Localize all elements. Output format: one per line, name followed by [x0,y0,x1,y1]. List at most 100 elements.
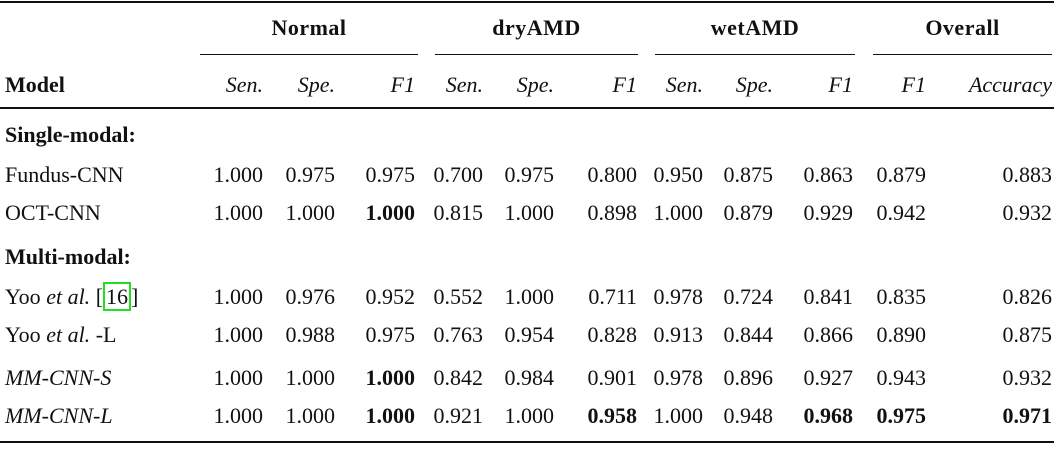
model-header: Model [5,72,65,97]
column-header: F1 [612,72,637,97]
table-cell: 0.901 [587,365,638,390]
table-cell: 1.000 [504,403,555,428]
table-cell: 0.883 [1002,162,1053,187]
table-cell: 1.000 [504,200,555,225]
table-cell: 0.800 [587,162,638,187]
et-al: et al. [40,284,91,309]
table-cell: 1.000 [365,403,416,428]
column-header: Sen. [665,72,703,97]
table-cell: 0.932 [1002,365,1053,390]
table-cell: 0.841 [803,284,854,309]
column-header: Spe. [516,72,554,97]
table-cell: 0.968 [803,403,854,428]
table-cell: 0.866 [803,322,854,347]
group-underline [435,54,638,55]
table-cell: 0.815 [433,200,484,225]
table-cell: 1.000 [213,365,264,390]
table-cell: 1.000 [213,322,264,347]
table-cell: 1.000 [213,403,264,428]
table-cell: 0.927 [803,365,854,390]
table-cell: 0.826 [1002,284,1053,309]
column-header: Sen. [225,72,263,97]
table-cell: 0.913 [653,322,704,347]
group-underline [200,54,418,55]
table-cell: 0.976 [285,284,336,309]
citation-link[interactable]: 16 [103,282,132,311]
model-name: Yoo et al. [16] [5,282,139,311]
table-cell: 0.828 [587,322,638,347]
table-cell: 0.711 [588,284,637,309]
table-cell: 0.942 [876,200,927,225]
model-name: MM-CNN-L [5,404,113,428]
model-name: Yoo et al. -L [5,322,117,347]
table-cell: 0.975 [504,162,555,187]
table-cell: 1.000 [213,200,264,225]
table-cell: 0.954 [504,322,555,347]
model-label: Fundus-CNN [5,162,124,187]
table-cell: 0.952 [365,284,416,309]
group-header-wetamd: wetAMD [710,15,800,40]
table-cell: 0.958 [587,403,638,428]
table-cell: 0.975 [285,162,336,187]
table-cell: 0.984 [504,365,555,390]
table-cell: 1.000 [213,162,264,187]
section-title: Multi-modal: [5,244,131,269]
table-cell: 1.000 [213,284,264,309]
table-cell: 0.875 [723,162,774,187]
table-cell: 0.863 [803,162,854,187]
column-header: Accuracy [968,72,1052,97]
table-cell: 0.896 [723,365,774,390]
et-al: et al. [40,322,91,347]
table-cell: 1.000 [285,365,336,390]
model-name: Fundus-CNN [5,163,124,187]
model-label: MM-CNN-S [5,365,112,390]
table-cell: 0.898 [587,200,638,225]
table-cell: 0.929 [803,200,854,225]
table-cell: 0.932 [1002,200,1053,225]
table-cell: 1.000 [285,403,336,428]
table-cell: 0.950 [653,162,704,187]
model-name: MM-CNN-S [5,366,111,390]
table-cell: 1.000 [504,284,555,309]
table-cell: 0.975 [365,162,416,187]
group-underline [655,54,855,55]
table-cell: 0.724 [723,284,774,309]
table-cell: 0.948 [723,403,774,428]
model-label: Yoo [5,284,41,309]
table-cell: 0.978 [653,284,704,309]
table-cell: 0.875 [1002,322,1053,347]
column-header: Sen. [445,72,483,97]
table-cell: 0.835 [876,284,927,309]
table-cell: 0.552 [433,284,484,309]
table-cell: 1.000 [365,365,416,390]
table-cell: 0.943 [876,365,927,390]
column-header: F1 [901,72,926,97]
top-rule [0,1,1054,3]
bottom-rule [0,441,1054,443]
model-label: OCT-CNN [5,200,101,225]
group-underline [873,54,1052,55]
table-cell: 0.921 [433,403,484,428]
table-cell: 1.000 [365,200,416,225]
table-cell: 0.890 [876,322,927,347]
group-header-normal: Normal [271,15,347,40]
group-header-dryamd: dryAMD [492,15,581,40]
table-cell: 0.879 [723,200,774,225]
table-cell: 1.000 [285,200,336,225]
table-cell: 0.842 [433,365,484,390]
model-label: MM-CNN-L [5,403,113,428]
group-header-overall: Overall [925,15,1000,40]
column-header: F1 [390,72,415,97]
table-cell: 0.763 [433,322,484,347]
table-cell: 0.879 [876,162,927,187]
table-cell: 0.700 [433,162,484,187]
column-header: F1 [828,72,853,97]
mid-rule [0,107,1054,109]
table-cell: 0.971 [1002,403,1053,428]
table-cell: 0.844 [723,322,774,347]
model-name: OCT-CNN [5,201,101,225]
table-cell: 0.988 [285,322,336,347]
table-cell: 0.975 [365,322,416,347]
column-header: Spe. [297,72,335,97]
model-label: Yoo [5,322,41,347]
